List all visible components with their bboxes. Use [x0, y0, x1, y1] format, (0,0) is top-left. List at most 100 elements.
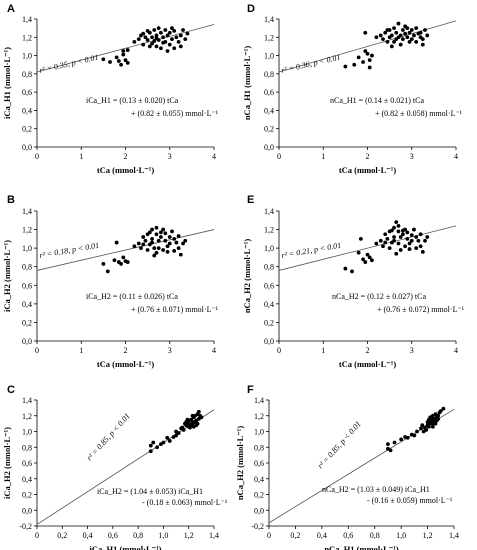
- data-point: [394, 30, 399, 35]
- y-tick-label: 0,4: [254, 475, 264, 484]
- data-point: [414, 39, 419, 44]
- x-axis-label: tCa (mmol·L⁻¹): [97, 165, 154, 175]
- stat-annotation: r² = 0.85, p < 0.01: [85, 411, 132, 462]
- data-point: [199, 415, 204, 420]
- data-point: [119, 62, 123, 67]
- regression-equation-line2: - (0.16 ± 0.059) mmol·L⁻¹: [367, 496, 453, 505]
- data-point: [356, 250, 361, 255]
- data-point: [363, 30, 368, 35]
- data-point: [343, 266, 348, 271]
- x-tick-label: 4: [454, 152, 458, 161]
- data-point: [145, 28, 150, 33]
- data-point: [415, 429, 419, 434]
- data-point: [152, 253, 157, 258]
- data-point: [425, 33, 430, 38]
- data-point: [423, 28, 427, 32]
- data-point: [172, 28, 177, 33]
- data-point: [403, 24, 408, 29]
- data-point: [165, 244, 170, 249]
- data-point: [396, 223, 401, 228]
- x-tick-label: 0,8: [370, 531, 380, 540]
- y-tick-label: 0,8: [22, 263, 32, 272]
- x-tick-label: 3: [410, 152, 414, 161]
- data-point: [196, 409, 201, 414]
- x-tick-label: 0: [35, 346, 39, 355]
- y-tick-label: 0,2: [264, 125, 274, 134]
- y-axis-label: nCa_H2 (mmol·L⁻¹): [235, 426, 245, 500]
- y-tick-label: 0,2: [254, 491, 264, 500]
- data-point: [132, 39, 137, 44]
- data-point: [403, 244, 408, 249]
- x-tick-label: 0,2: [57, 531, 67, 540]
- data-point: [420, 42, 425, 47]
- data-point: [136, 241, 141, 246]
- data-point: [429, 416, 434, 421]
- data-point: [418, 244, 423, 249]
- x-tick-label: 1: [79, 346, 83, 355]
- regression-line: [36, 24, 215, 73]
- data-point: [383, 240, 388, 245]
- regression-equation-line1: nCa_H2 = (0.12 ± 0.027) tCa: [332, 292, 426, 301]
- x-tick-label: 0,8: [133, 531, 143, 540]
- data-point: [174, 35, 179, 40]
- stat-annotation: r² = 0.85, p < 0.01: [316, 419, 363, 470]
- y-tick-label: 0,6: [22, 459, 32, 468]
- data-point: [155, 445, 160, 450]
- data-point: [136, 37, 141, 42]
- x-tick-label: 0: [35, 531, 39, 540]
- data-point: [399, 437, 404, 442]
- data-point: [418, 232, 423, 237]
- data-point: [150, 41, 154, 46]
- y-tick-label: 0,4: [264, 300, 274, 309]
- data-point: [409, 28, 414, 32]
- y-axis-label: nCa_H2 (mmol·L⁻¹): [242, 239, 252, 313]
- data-point: [176, 234, 181, 238]
- data-point: [152, 39, 157, 43]
- data-point: [392, 440, 397, 445]
- y-tick-label: 0,2: [22, 125, 32, 134]
- data-point: [383, 30, 388, 35]
- x-tick-label: 2: [124, 152, 128, 161]
- data-point: [121, 255, 126, 260]
- y-tick-label: 1,2: [22, 412, 32, 421]
- x-tick-label: 0,4: [83, 531, 93, 540]
- data-point: [419, 426, 423, 431]
- panel-letter-e: E: [247, 194, 254, 206]
- data-point: [401, 37, 405, 42]
- data-point: [141, 242, 146, 247]
- data-point: [430, 424, 435, 429]
- y-tick-label: 0,6: [22, 88, 32, 97]
- panel-f: F -0,2 0,0 0,2 0,4 0,6 0,8 1,0 1,2 1,4 0 0,2 0,4 0,6 0…: [235, 384, 459, 550]
- data-point: [367, 58, 372, 63]
- data-point: [156, 238, 161, 243]
- x-tick-label: 0: [267, 531, 271, 540]
- data-point: [101, 262, 106, 266]
- data-point: [170, 26, 174, 31]
- x-axis-label: tCa (mmol·L⁻¹): [339, 359, 396, 369]
- data-point: [161, 40, 166, 45]
- data-point: [385, 236, 390, 241]
- data-point: [188, 425, 192, 430]
- data-point: [385, 28, 390, 32]
- data-point: [370, 258, 374, 263]
- regression-equation-line2: - (0.18 ± 0.063) mmol·L⁻¹: [142, 498, 228, 507]
- data-point: [365, 252, 370, 257]
- data-point: [367, 255, 372, 260]
- data-point: [189, 417, 194, 422]
- data-point: [433, 421, 438, 426]
- x-tick-label: 1: [321, 346, 325, 355]
- x-tick-label: 1: [321, 152, 325, 161]
- y-tick-label: 0,0: [264, 143, 274, 152]
- regression-equation-line2: + (0.76 ± 0.071) mmol·L⁻¹: [131, 305, 219, 314]
- data-point: [401, 228, 405, 233]
- x-tick-label: 3: [168, 346, 172, 355]
- data-point: [170, 229, 174, 234]
- data-point: [428, 419, 433, 424]
- data-point: [191, 420, 196, 424]
- data-point: [420, 423, 425, 428]
- y-tick-label: 0,2: [264, 318, 274, 327]
- data-point: [148, 443, 153, 448]
- y-tick-label: 0,6: [264, 88, 274, 97]
- data-point: [425, 235, 430, 239]
